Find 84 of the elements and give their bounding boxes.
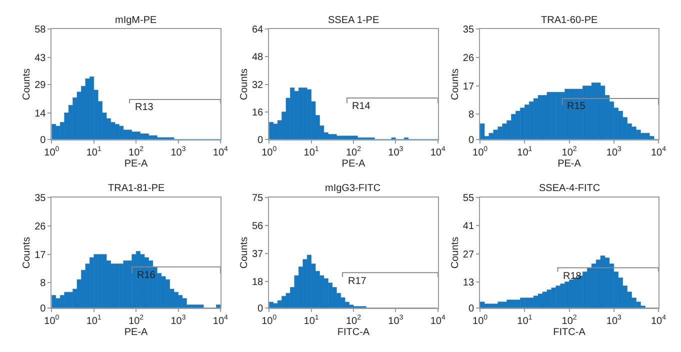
y-tick-label: 26 [34,222,46,233]
y-tick-label: 17 [462,81,474,92]
x-tick-label: 10$^{4}$ [430,314,446,327]
x-tick-label: 10$^{1}$ [86,314,102,327]
y-tick-label: 43 [34,53,46,64]
x-tick-label: 10$^{2}$ [346,146,362,158]
x-tick-label: 10$^{0}$ [44,314,60,327]
y-tick-label: 14 [34,108,46,120]
x-axis-title: PE-A [342,158,366,170]
y-tick-label: 18 [252,276,264,288]
series-label: R18 [563,271,582,282]
y-tick-label: 0 [40,134,46,146]
x-tick-label: 10$^{3}$ [388,146,404,158]
series-label: R15 [567,101,586,112]
x-tick-label: 10$^{4}$ [212,146,228,158]
x-tick-label: 10$^{2}$ [562,146,577,158]
y-tick-label: 75 [252,193,264,204]
chart-title: mIgG3-FITC [325,183,381,194]
y-tick-label: 41 [462,221,474,232]
x-tick-label: 10$^{0}$ [262,314,277,327]
x-axis-title: FITC-A [553,326,586,338]
y-axis-title: Counts [238,236,250,269]
x-axis-title: PE-A [124,326,148,338]
x-tick-label: 10$^{3}$ [388,314,404,327]
chart-title: TRA1-60-PE [541,15,598,26]
y-tick-label: 17 [34,250,46,261]
x-tick-label: 10$^{4}$ [651,314,666,327]
y-tick-label: 27 [462,249,474,260]
chart-title: TRA1-81-PE [108,183,166,194]
y-axis-title: Counts [450,236,461,269]
x-tick-label: 10$^{4}$ [212,314,228,327]
y-tick-label: 26 [462,53,474,64]
x-tick-label: 10$^{2}$ [128,314,144,327]
x-tick-label: 10$^{3}$ [606,146,622,158]
x-tick-label: 10$^{2}$ [346,314,362,327]
x-tick-label: 10$^{1}$ [86,146,102,158]
y-axis-title: Counts [22,68,33,100]
y-tick-label: 0 [468,303,474,314]
series-label: R16 [137,270,156,281]
x-tick-label: 10$^{1}$ [517,146,532,158]
x-axis-title: FITC-A [337,326,370,338]
x-axis-title: PE-A [558,158,582,170]
series-label: R13 [135,102,154,113]
x-tick-label: 10$^{0}$ [472,314,488,327]
chart-title: SSEA-4-FITC [539,183,600,194]
x-tick-label: 10$^{3}$ [606,314,622,327]
x-axis-title: PE-A [124,158,148,170]
x-tick-label: 10$^{1}$ [517,314,532,327]
x-tick-label: 10$^{1}$ [304,146,319,158]
y-tick-label: 64 [252,24,264,36]
y-tick-label: 29 [34,80,46,91]
y-axis-title: Counts [22,236,33,269]
x-tick-label: 10$^{3}$ [170,146,186,158]
x-tick-label: 10$^{2}$ [562,314,577,327]
chart-title: mIgM-PE [115,15,157,26]
series-label: R17 [348,276,367,287]
y-tick-label: 48 [252,52,264,64]
x-tick-label: 10$^{1}$ [304,314,319,327]
chart-title: SSEA 1-PE [328,15,380,26]
x-tick-label: 10$^{0}$ [262,146,277,158]
x-tick-label: 10$^{0}$ [472,146,488,158]
y-tick-label: 0 [258,303,264,314]
y-tick-label: 32 [252,80,264,91]
x-tick-label: 10$^{4}$ [430,146,446,158]
y-axis-title: Counts [450,68,461,100]
y-tick-label: 13 [462,277,474,288]
x-tick-label: 10$^{4}$ [651,146,666,158]
y-tick-label: 8 [40,278,46,290]
y-tick-label: 56 [252,221,264,232]
y-tick-label: 8 [468,110,474,121]
y-tick-label: 37 [252,248,264,260]
y-tick-label: 55 [462,193,474,204]
y-tick-label: 35 [462,24,474,36]
series-label: R14 [352,101,371,112]
x-tick-label: 10$^{0}$ [44,146,60,158]
x-tick-label: 10$^{2}$ [128,146,144,158]
x-tick-label: 10$^{3}$ [170,314,186,327]
y-tick-label: 0 [258,134,264,146]
y-tick-label: 0 [468,134,474,146]
y-tick-label: 0 [40,303,46,314]
y-axis-title: Counts [238,68,250,100]
y-tick-label: 35 [34,193,46,204]
y-tick-label: 16 [252,107,264,118]
y-tick-label: 58 [34,24,46,36]
